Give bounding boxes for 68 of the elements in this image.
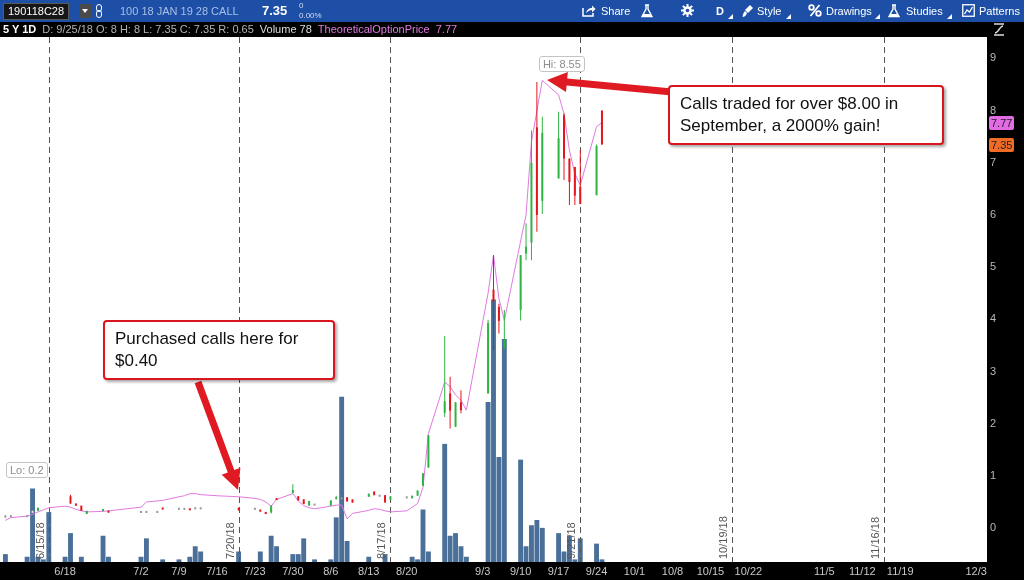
text: 0: [299, 0, 304, 11]
candlestick: [563, 113, 565, 180]
x-tick-label: 7/9: [171, 564, 187, 577]
x-tick-label: 7/16: [206, 564, 228, 577]
x-tick-label: 8/13: [358, 564, 380, 577]
x-tick-label: 9/24: [585, 564, 608, 577]
ref-line-label: 11/16/18: [869, 516, 882, 559]
x-tick-label: 11/5: [814, 564, 835, 577]
text: 100 18 JAN 19 28 CALL: [120, 4, 239, 19]
annotation: Lo: 0.2: [6, 462, 48, 478]
text: Share: [601, 4, 631, 19]
x-tick-label: 10/15: [696, 564, 725, 577]
ref-line-label: 10/19/18: [717, 516, 730, 559]
x-tick-label: 9/10: [509, 564, 532, 577]
x-tick-label: 6/18: [54, 564, 76, 577]
text: D: [716, 4, 724, 19]
bar: [257, 551, 263, 562]
bar: [2, 554, 8, 562]
bar: [143, 538, 149, 562]
text: TheoreticalOptionPrice: [317, 22, 430, 37]
x-tick-label: 9/3: [475, 564, 491, 577]
text: 7.35: [262, 2, 288, 20]
text: Drawings: [826, 4, 872, 19]
bar: [160, 559, 166, 562]
annotation: 7.35: [989, 137, 1015, 152]
x-tick-label: 9/17: [547, 564, 570, 577]
chart-subtitle: D: 9/25/18 O: 8 H: 8 L: 7.35 C: 7.35 R: 0.65: [42, 22, 254, 37]
y-tick-label: 7: [990, 155, 997, 168]
y-tick-label: 6: [990, 207, 997, 220]
annotation: Hi: 8.55: [538, 55, 585, 72]
bar: [176, 559, 182, 562]
y-tick-label: 4: [990, 312, 997, 325]
chart-title: 5 Y 1D: [3, 22, 37, 37]
y-tick-label: 2: [990, 416, 997, 429]
bar: [78, 556, 84, 562]
ref-line-label: 7/20/18: [224, 522, 237, 559]
y-tick-label: 3: [990, 364, 997, 377]
annotation: 7.77: [989, 115, 1015, 130]
bar: [556, 533, 562, 562]
y-tick-label: 0: [990, 521, 997, 534]
x-tick-label: 8/20: [396, 564, 418, 577]
text: 0.00%: [299, 10, 322, 21]
x-tick-label: 12/3: [965, 564, 987, 577]
x-tick-label: 8/6: [323, 564, 339, 577]
text: 7.77: [435, 22, 458, 37]
bar: [518, 459, 524, 562]
y-tick-label: 5: [990, 260, 997, 273]
candlestick: [422, 473, 424, 486]
y-tick-label: 9: [990, 51, 997, 64]
text: Style: [757, 4, 782, 19]
y-tick-label: 1: [990, 468, 997, 481]
bar: [366, 556, 372, 562]
x-tick-label: 7/2: [133, 564, 149, 577]
text: 190118C28: [3, 3, 70, 20]
x-tick-label: 10/1: [623, 564, 646, 577]
ref-line-label: 8/17/18: [375, 522, 388, 559]
y-tick-label: 8: [990, 103, 997, 116]
text: Patterns: [979, 4, 1020, 19]
bar: [312, 559, 317, 562]
x-tick-label: 7/30: [282, 564, 304, 577]
x-tick-label: 11/19: [886, 564, 914, 577]
x-tick-label: 11/12: [848, 564, 876, 577]
text: Studies: [906, 4, 943, 19]
ref-line-label: 6/15/18: [34, 522, 47, 559]
x-tick-label: 10/8: [661, 564, 684, 577]
chart-title: Volume 78: [259, 22, 312, 37]
x-tick-label: 7/23: [244, 564, 266, 577]
x-tick-label: 10/22: [734, 564, 763, 577]
